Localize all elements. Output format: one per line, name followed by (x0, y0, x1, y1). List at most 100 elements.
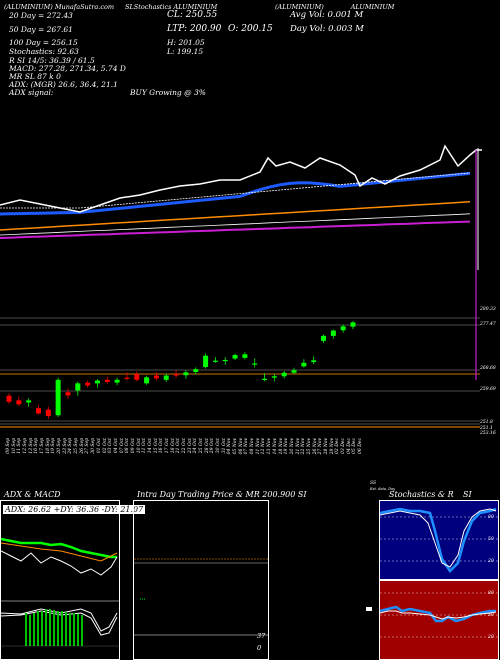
candle-body (16, 400, 22, 405)
si-line: R SI 14/5: 36.39 / 61.5 (9, 56, 95, 65)
stoch-axis-50: 50 (488, 537, 494, 542)
candle-body (291, 370, 297, 373)
rsi-chart (380, 592, 498, 638)
price-label-7: 253.16 (480, 431, 496, 436)
date-label: 02 Dec (335, 438, 341, 454)
candle-body (212, 360, 218, 362)
intraday-panel-title: Intra Day Trading Price & MR 200.900 SI (137, 490, 307, 499)
date-label: 25 Oct (199, 438, 205, 454)
date-label: 09 Sep (6, 438, 11, 454)
date-label: 14 Oct (147, 438, 153, 454)
adx-panel-title: ADX & MACD (4, 490, 61, 499)
date-label: 11 Oct (142, 438, 148, 454)
date-label: 12 Sep (23, 438, 29, 454)
date-label: 29 Oct (210, 438, 216, 454)
day-vol-label: Day Vol: 0.003 M (290, 24, 364, 34)
date-label: 19 Sep (51, 438, 57, 454)
date-label: 18 Oct (170, 438, 176, 454)
date-label: 01 Oct (96, 438, 102, 454)
ema20-label: 20 Day = 272.43 (9, 11, 73, 20)
date-label: 25 Nov (306, 438, 312, 455)
candle-body (26, 400, 32, 403)
date-label: 16 Oct (159, 438, 165, 454)
date-label: 27 Nov (318, 438, 324, 455)
adx-values-box: ADX: 26.62 +DY: 36.36 -DY: 21.07 (3, 505, 146, 514)
stoch-label: Stochastics: 92.63 (9, 47, 79, 56)
mr-line: MR SL 87 k 0 (9, 72, 61, 81)
rsi-axis-80: 80 (488, 591, 494, 596)
ss-label: SS (370, 481, 377, 486)
date-label: 05 Dec (352, 438, 358, 454)
price-label-3: 268.68 (480, 366, 496, 371)
price-grid (0, 317, 480, 428)
candle-body (45, 409, 51, 416)
date-label: 15 Oct (153, 438, 159, 454)
date-label: 20 Sep (57, 438, 63, 454)
candle-body (193, 369, 199, 373)
macd-line: MACD: 277.28, 271.34, 5.74 D (9, 64, 126, 73)
ema-line-thin-white (0, 172, 471, 209)
candle-body (321, 335, 327, 341)
date-label: 03 Oct (108, 438, 114, 454)
main-price-chart (0, 144, 482, 428)
date-label: 17 Oct (164, 438, 170, 454)
date-label: 17 Sep (40, 438, 46, 454)
date-label: 04 Nov (227, 438, 233, 455)
date-label: 06 Dec (358, 438, 363, 454)
date-label: 13 Sep (28, 438, 34, 454)
date-label: 11 Sep (17, 438, 23, 454)
date-label: 10 Oct (136, 438, 142, 454)
candle-body (281, 372, 287, 377)
adx-macd-chart (1, 537, 119, 647)
candle-body (55, 379, 61, 416)
date-label: 31 Oct (221, 438, 227, 454)
date-label: 13 Nov (267, 438, 273, 455)
ema-lines (0, 144, 482, 380)
high-label: H: 201.05 (167, 38, 205, 47)
ema20-line (0, 144, 482, 213)
candle-body (35, 408, 41, 414)
title-mid-2: ALUMINIUM (173, 3, 218, 11)
stoch-panel: 80 50 20 (379, 500, 499, 580)
ema-line-white-low (0, 213, 471, 236)
candle-body (114, 379, 120, 383)
stoch-axis-20: 20 (488, 559, 494, 564)
stoch-panel-title: Stochastics & R (389, 490, 454, 499)
date-label: 07 Oct (119, 438, 125, 454)
candle-body (65, 392, 71, 396)
date-label: 12 Nov (261, 438, 267, 455)
date-label: 08 Oct (125, 438, 131, 454)
candle-body (85, 382, 91, 386)
candle-body (75, 383, 81, 391)
low-label: L: 199.15 (167, 47, 204, 56)
title-mid: SLStochastics ALUMINIUM (125, 3, 217, 11)
ema50-label: 50 Day = 267.61 (9, 25, 73, 34)
date-label: 04 Oct (113, 438, 119, 454)
candle-body (163, 375, 169, 380)
candle-body (222, 359, 228, 362)
intraday-chart (134, 558, 268, 636)
adx-signal-label: ADX signal: (9, 88, 54, 97)
avg-vol-label: Avg Vol: 0.001 M (290, 10, 364, 20)
date-label: 20 Nov (289, 438, 295, 455)
date-label: 26 Nov (312, 438, 318, 455)
price-label-2: 277.47 (480, 322, 496, 327)
date-label: 30 Oct (216, 438, 222, 454)
adx-signal-value: BUY Growing @ 3% (130, 88, 206, 97)
candle-body (311, 360, 317, 363)
candle-body (340, 326, 346, 331)
title-right: (ALUMINIUM) ALUMINIUM (275, 3, 394, 11)
date-label: 02 Oct (102, 438, 108, 454)
candle-body (262, 378, 268, 380)
date-label: 30 Sep (91, 438, 97, 454)
candles (6, 320, 356, 419)
ema100-label: 100 Day = 256.15 (9, 38, 78, 47)
adx-line: ADX: (MGR) 26.6, 36.4, 21.1 (9, 80, 118, 89)
candle-body (183, 372, 189, 376)
candle-body (134, 374, 140, 380)
stoch-panel-title-2: SI (463, 490, 472, 499)
rsi-axis-50: 50 (488, 613, 494, 618)
ema-line-orange (0, 201, 471, 231)
date-label: 18 Nov (278, 438, 284, 455)
stoch-axis-80: 80 (488, 515, 494, 520)
